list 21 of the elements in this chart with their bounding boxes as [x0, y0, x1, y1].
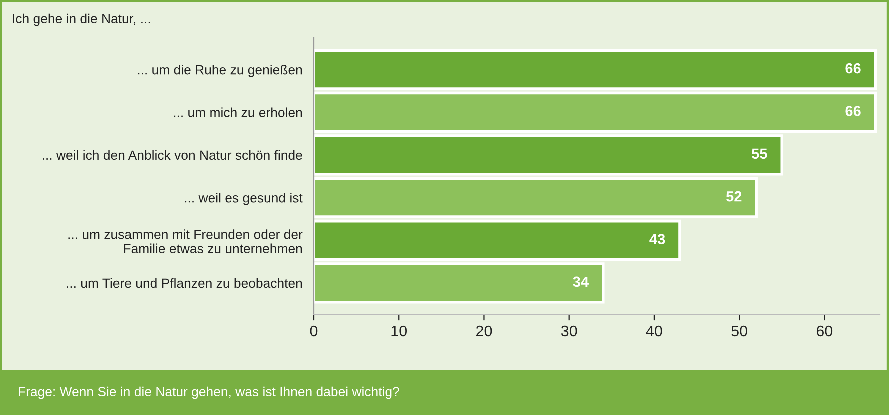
x-tick-label: 60	[816, 326, 833, 337]
y-tick-label: ... weil es gesund ist	[185, 193, 303, 206]
y-tick-label: ... um die Ruhe zu genießen	[138, 65, 302, 78]
text: Frage: Wenn Sie in die Natur gehen, was ist Ihnen dabei wichtig?	[19, 386, 400, 400]
y-tick-label: ... weil ich den Anblick von Natur schön finde	[43, 150, 302, 160]
y-tick-label: ... um zusammen mit Freunden oder der Familie etwas zu unternehmen	[68, 230, 303, 254]
x-tick-label: 10	[392, 326, 408, 337]
x-tick-label: 40	[646, 326, 662, 337]
data-label: 52	[726, 191, 742, 202]
data-label: 66	[846, 63, 861, 74]
x-tick-label: 20	[476, 326, 492, 337]
x-tick-label: 0	[310, 326, 318, 337]
text: Ich gehe in die Natur, ...	[13, 14, 150, 26]
x-tick-label: 50	[732, 326, 748, 337]
y-tick-label: ... um Tiere und Pflanzen zu beobachten	[67, 278, 302, 288]
data-label: 43	[650, 234, 666, 244]
data-label: 55	[752, 148, 768, 160]
x-tick-label: 30	[561, 326, 578, 337]
data-label: 34	[573, 276, 589, 288]
data-label: 66	[846, 106, 861, 116]
y-tick-label: ... um mich zu erholen	[174, 108, 302, 118]
